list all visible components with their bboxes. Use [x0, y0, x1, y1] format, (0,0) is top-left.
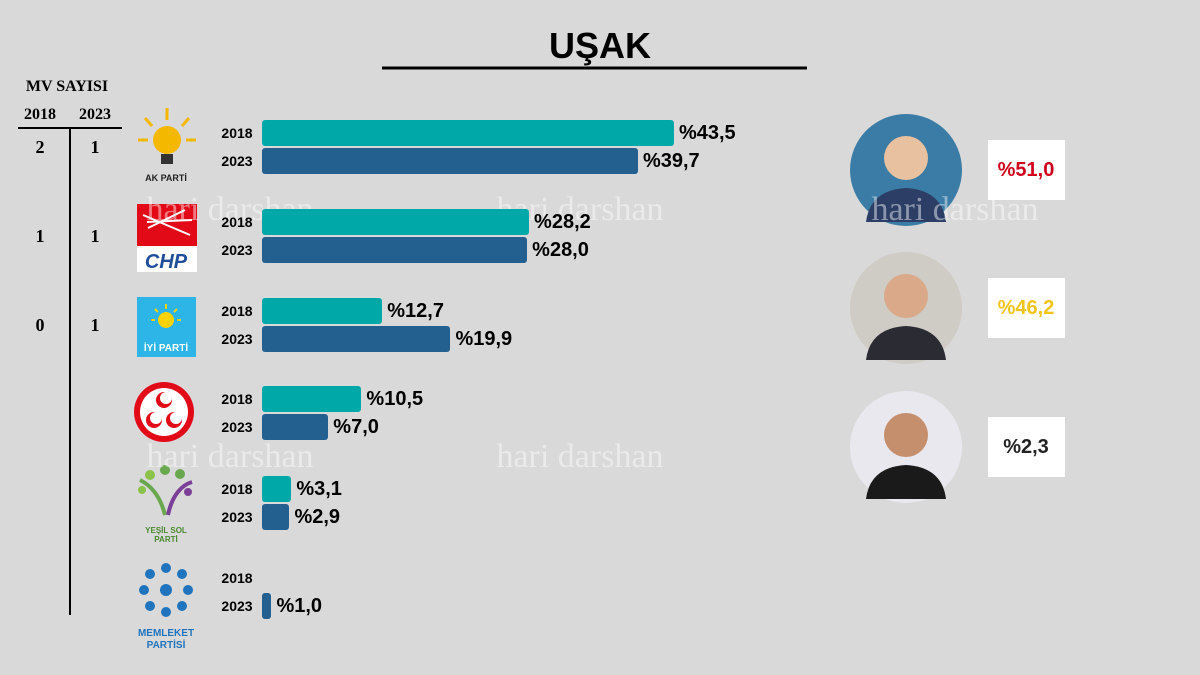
watermark: hari darshan [146, 438, 314, 475]
value-label: %1,0 [276, 595, 323, 617]
year-label: 2023 [221, 509, 253, 525]
bar [262, 148, 638, 174]
candidate-box [988, 417, 1065, 477]
seat-count: 1 [35, 226, 45, 246]
bar [262, 326, 451, 352]
candidate-percent: %2,3 [1003, 436, 1049, 458]
memleket-logo [139, 563, 193, 617]
value-label: %7,0 [333, 416, 379, 438]
bar [262, 504, 290, 530]
value-label: %39,7 [642, 150, 700, 172]
year-label: 2023 [221, 419, 253, 435]
table-year: 2023 [79, 106, 111, 123]
seat-count: 0 [35, 315, 45, 335]
value-label: %28,0 [532, 239, 589, 261]
yesil-sol-logo [138, 465, 193, 516]
candidate-percent: %46,2 [997, 297, 1055, 319]
candidate-photo [850, 114, 962, 226]
party-name: CHP [144, 251, 188, 273]
year-label: 2023 [221, 242, 253, 258]
bar [262, 209, 530, 235]
candidate-percent: %51,0 [997, 159, 1055, 181]
value-label: %10,5 [366, 388, 424, 410]
year-label: 2018 [221, 125, 253, 141]
bar [262, 298, 383, 324]
party-name: YEŞİL SOL PARTİ [145, 526, 187, 545]
value-label: %2,9 [294, 506, 341, 528]
table-year: 2018 [24, 106, 56, 123]
candidate-photo [850, 252, 962, 364]
chp-logo [137, 204, 197, 272]
candidate-box [988, 140, 1065, 200]
bar [262, 120, 674, 146]
seat-count: 1 [90, 137, 100, 157]
year-label: 2018 [221, 570, 253, 586]
value-label: %12,7 [387, 300, 444, 322]
bar [262, 476, 292, 502]
value-label: %43,5 [678, 122, 736, 144]
akp-logo [138, 108, 196, 164]
candidate-photo [850, 391, 962, 503]
watermark: hari darshan [496, 438, 664, 475]
year-label: 2023 [221, 331, 253, 347]
title: UŞAK [548, 25, 652, 66]
party-name: MEMLEKET PARTİSİ [137, 628, 195, 651]
iyi-logo [137, 297, 196, 357]
bar [262, 593, 272, 619]
candidate-box [988, 278, 1065, 338]
value-label: %3,1 [296, 478, 342, 500]
year-label: 2018 [221, 214, 253, 230]
value-label: %19,9 [455, 328, 513, 350]
year-label: 2023 [221, 153, 253, 169]
seat-count: 2 [35, 137, 45, 157]
bar [262, 386, 362, 412]
year-label: 2023 [221, 598, 253, 614]
bar [262, 414, 329, 440]
party-name: AK PARTİ [145, 173, 187, 183]
year-label: 2018 [221, 303, 253, 319]
year-label: 2018 [221, 391, 253, 407]
seat-count: 1 [90, 315, 100, 335]
party-name: İYİ PARTİ [143, 343, 189, 354]
mhp-logo [134, 382, 194, 442]
seat-count: 1 [90, 226, 100, 246]
bar [262, 237, 528, 263]
table-title: MV SAYISI [25, 78, 109, 95]
year-label: 2018 [221, 481, 253, 497]
value-label: %28,2 [534, 211, 591, 233]
